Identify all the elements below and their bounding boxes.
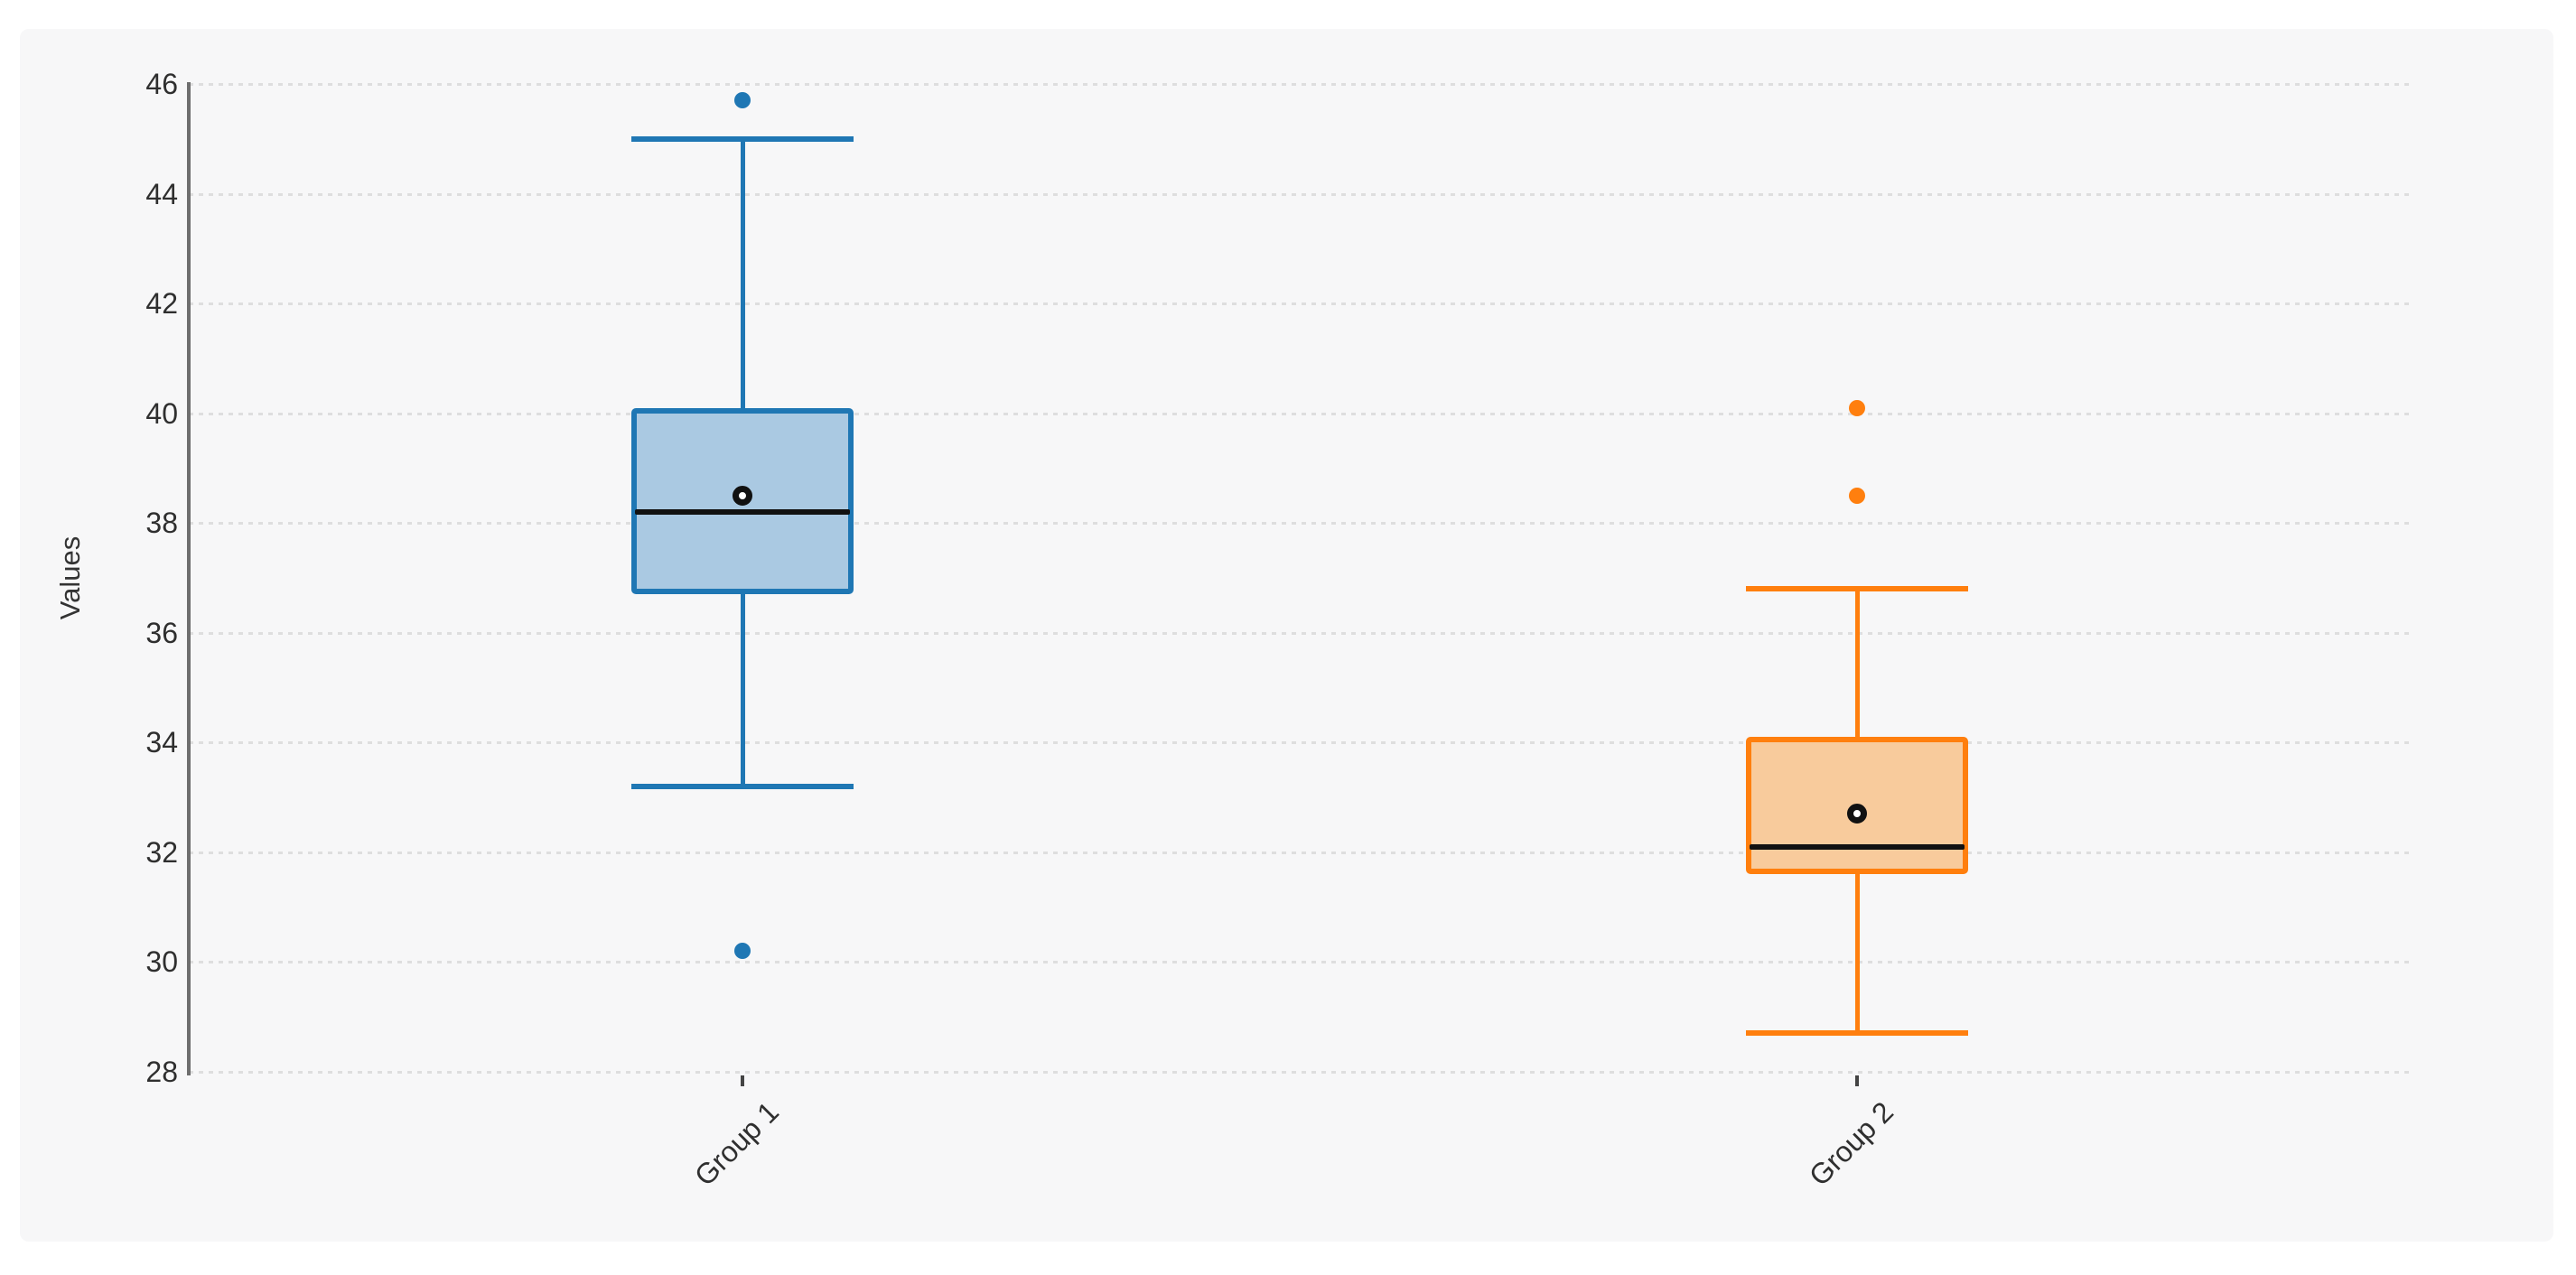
lower-whisker-line bbox=[741, 594, 745, 786]
y-tick-label: 38 bbox=[145, 507, 178, 540]
lower-whisker-cap bbox=[631, 783, 854, 789]
gridline bbox=[189, 192, 2413, 196]
gridline bbox=[189, 412, 2413, 415]
y-tick-label: 42 bbox=[145, 287, 178, 321]
gridline bbox=[189, 631, 2413, 635]
gridline bbox=[189, 522, 2413, 526]
upper-whisker-cap bbox=[1746, 586, 1968, 592]
outlier-point bbox=[1849, 487, 1865, 504]
median-line bbox=[635, 509, 850, 516]
y-axis-title: Values bbox=[54, 535, 86, 620]
outlier-point bbox=[1849, 399, 1865, 416]
gridline bbox=[189, 851, 2413, 854]
gridline bbox=[189, 1071, 2413, 1074]
lower-whisker-cap bbox=[1746, 1030, 1968, 1037]
gridline bbox=[189, 83, 2413, 86]
gridline bbox=[189, 961, 2413, 964]
x-tick-mark bbox=[1855, 1075, 1859, 1086]
y-tick-label: 46 bbox=[145, 68, 178, 100]
chart-canvas bbox=[20, 29, 2553, 1242]
outlier-point bbox=[734, 943, 751, 960]
upper-whisker-line bbox=[1855, 589, 1860, 738]
x-tick-mark bbox=[741, 1075, 744, 1086]
lower-whisker-line bbox=[1855, 874, 1860, 1034]
y-tick-label: 44 bbox=[145, 177, 178, 210]
gridline bbox=[189, 741, 2413, 745]
upper-whisker-line bbox=[741, 138, 745, 408]
y-tick-label: 28 bbox=[145, 1056, 178, 1088]
mean-marker bbox=[733, 485, 752, 506]
outlier-point bbox=[734, 92, 751, 109]
y-tick-label: 36 bbox=[145, 616, 178, 649]
upper-whisker-cap bbox=[631, 135, 854, 142]
median-line bbox=[1750, 843, 1965, 850]
iqr-box bbox=[1746, 737, 1968, 875]
y-tick-label: 40 bbox=[145, 396, 178, 430]
y-tick-label: 30 bbox=[145, 945, 178, 979]
gridline bbox=[189, 302, 2413, 306]
y-tick-label: 32 bbox=[145, 835, 178, 869]
y-axis-line bbox=[187, 82, 191, 1075]
mean-marker bbox=[1847, 804, 1867, 824]
y-tick-label: 34 bbox=[145, 726, 178, 759]
